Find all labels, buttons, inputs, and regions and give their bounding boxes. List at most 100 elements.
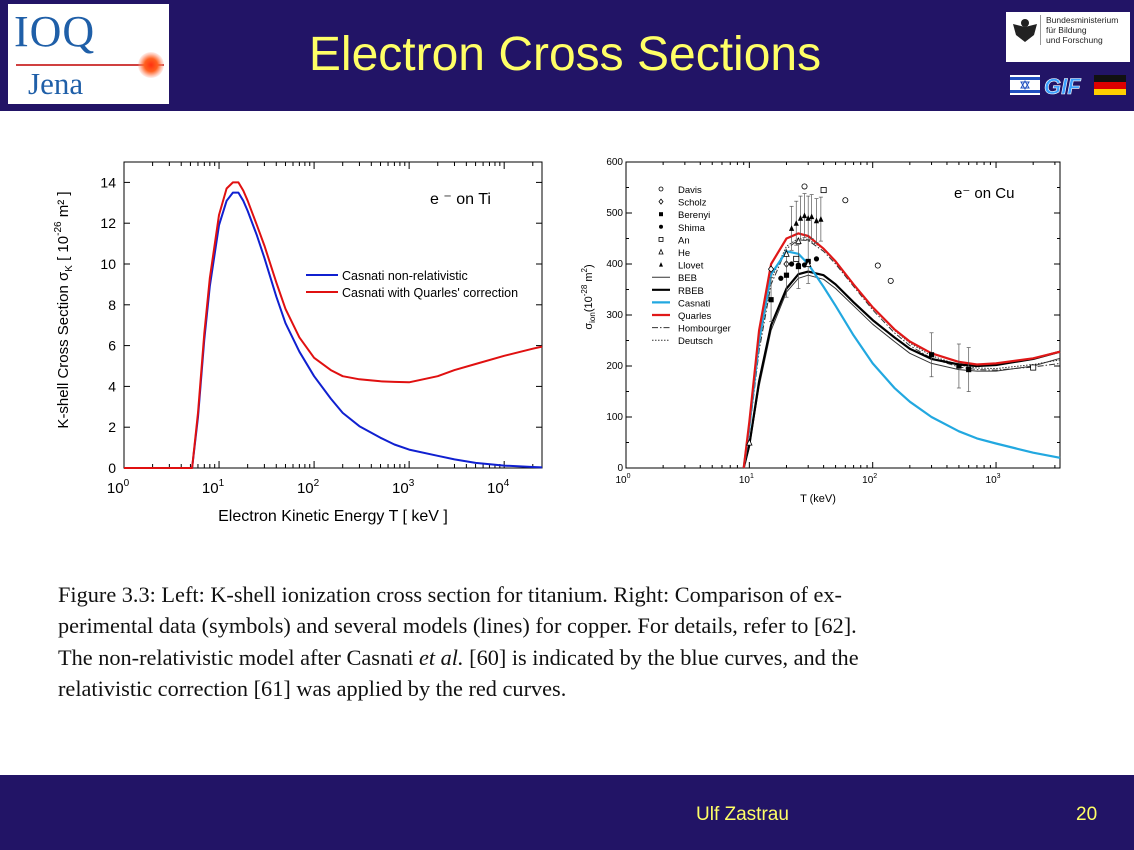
figure-caption: Figure 3.3: Left: K-shell ionization cro… [58,579,1082,704]
y-tick-label: 0 [108,460,116,476]
eagle-icon [1013,19,1037,42]
legend-label: Scholz [678,198,707,209]
x-axis-label: T (keV) [800,493,836,505]
legend-label: Casnati with Quarles' correction [342,286,518,300]
data-point [778,275,784,281]
legend-label: Hombourger [678,324,731,335]
data-point [1030,364,1037,371]
legend-label: He [678,248,690,259]
data-point [809,213,815,220]
data-point [887,277,894,284]
data-point [767,265,775,273]
y-tick-label: 4 [108,378,116,394]
chart-annotation: e⁻ on Cu [954,185,1014,202]
logo-ioq-text: IOQ [14,7,96,56]
data-point [820,187,827,194]
y-tick-label: 14 [100,174,116,190]
legend-label: BEB [678,273,697,284]
logo-laser-dot [138,52,164,78]
data-point [658,237,664,242]
x-tick-label: 102 [297,478,320,497]
legend-label: Shima [678,223,706,234]
israel-flag-icon [1010,75,1040,95]
series-line [124,191,543,469]
y-tick-label: 0 [617,463,623,474]
data-point [804,259,812,267]
bmbf-line-3: und Forschung [1046,35,1103,45]
caption-line-4: relativistic correction [61] was applied… [58,675,567,701]
data-point [793,255,800,262]
legend-label: Deutsch [678,336,713,347]
legend-label: Casnati [678,298,710,309]
data-point [746,438,753,446]
data-point [966,366,972,373]
gif-text: GIF [1044,74,1081,98]
data-point [788,261,795,267]
data-point [813,217,820,224]
data-point [793,220,799,226]
data-point [795,236,802,245]
y-tick-label: 500 [606,208,623,219]
data-point [797,215,804,221]
bmbf-text: Bundesministerium für Bildung und Forsch… [1046,15,1118,45]
x-tick-label: 101 [202,478,225,497]
x-tick-label: 103 [986,473,1001,486]
caption-line-3a: The non-relativistic model after Casnati [58,644,414,670]
series-line [743,274,1061,469]
gif-logo: GIF [1010,74,1126,98]
x-tick-label: 102 [862,473,877,486]
logo-laser-line [16,64,164,66]
data-point [818,216,824,222]
data-point [795,262,802,268]
y-tick-label: 2 [108,419,116,435]
y-tick-label: 200 [606,361,623,372]
slide-header [0,0,1134,111]
x-tick-label: 100 [615,473,630,486]
y-axis-label: σion(10-28 m2) [580,264,597,329]
series-line [742,232,1061,469]
data-point [768,297,774,303]
data-point [659,224,663,229]
y-tick-label: 400 [606,259,623,270]
bmbf-logo: Bundesministerium für Bildung und Forsch… [1006,12,1130,62]
page-number: 20 [1076,804,1098,825]
y-tick-label: 10 [100,256,116,272]
legend-label: Casnati non-relativistic [342,269,468,283]
data-point [813,256,820,262]
bmbf-line-2: für Bildung [1046,25,1087,35]
slide-title: Electron Cross Sections [308,28,822,81]
series-line [742,270,1061,469]
y-tick-label: 300 [606,310,623,321]
bmbf-line-1: Bundesministerium [1046,15,1119,25]
series-line [742,250,1061,469]
caption-line-2: perimental data (symbols) and several mo… [58,613,857,639]
caption-line-3-italic: et al. [418,644,464,670]
data-point [842,197,849,204]
bmbf-divider [1040,15,1041,45]
y-tick-label: 100 [606,412,623,423]
series-line [124,181,543,469]
chart-annotation: e ⁻ on Ti [430,191,491,208]
y-axis-label: K-shell Cross Section σK [ 10-26 m² ] [53,191,75,428]
legend-label: Quarles [678,311,712,322]
x-tick-label: 104 [487,478,510,497]
data-point [874,262,881,269]
y-tick-label: 6 [108,338,116,354]
y-tick-label: 12 [100,215,116,231]
x-tick-label: 100 [107,478,130,497]
plot-frame [123,161,543,469]
series-line [743,238,1061,469]
legend-label: RBEB [678,286,704,297]
data-point [658,248,664,255]
legend-label: Davis [678,185,702,196]
germany-flag-icon [1094,75,1126,95]
legend-label: An [678,235,690,246]
series-line [743,239,1061,469]
x-tick-label: 103 [392,478,415,497]
data-point [928,352,935,358]
slide-footer [0,775,1134,850]
data-point [658,198,664,205]
data-point [658,186,664,192]
caption-line-3: The non-relativistic model after Casnati… [58,642,1082,673]
